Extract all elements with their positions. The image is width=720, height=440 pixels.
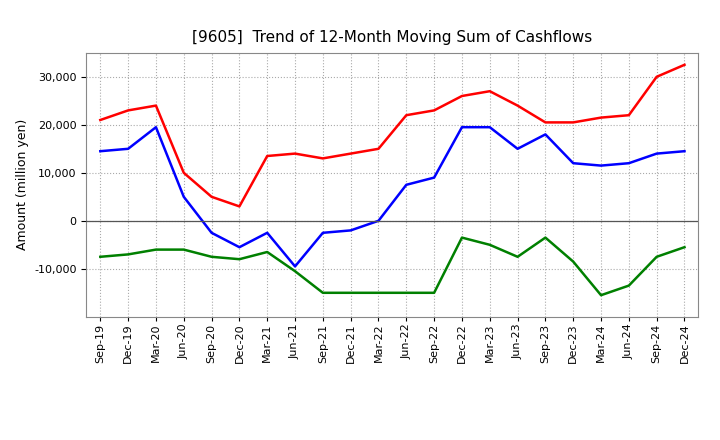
Investing Cashflow: [179, 247, 188, 252]
Operating Cashflow: [235, 204, 243, 209]
Investing Cashflow: [207, 254, 216, 260]
Investing Cashflow: [458, 235, 467, 240]
Y-axis label: Amount (million yen): Amount (million yen): [16, 119, 29, 250]
Free Cashflow: [179, 194, 188, 199]
Operating Cashflow: [96, 117, 104, 123]
Investing Cashflow: [597, 293, 606, 298]
Free Cashflow: [652, 151, 661, 156]
Free Cashflow: [318, 230, 327, 235]
Free Cashflow: [96, 149, 104, 154]
Free Cashflow: [152, 125, 161, 130]
Operating Cashflow: [569, 120, 577, 125]
Investing Cashflow: [346, 290, 355, 295]
Free Cashflow: [124, 146, 132, 151]
Investing Cashflow: [374, 290, 383, 295]
Operating Cashflow: [291, 151, 300, 156]
Investing Cashflow: [263, 249, 271, 255]
Free Cashflow: [458, 125, 467, 130]
Free Cashflow: [402, 182, 410, 187]
Operating Cashflow: [374, 146, 383, 151]
Operating Cashflow: [652, 74, 661, 80]
Investing Cashflow: [402, 290, 410, 295]
Operating Cashflow: [346, 151, 355, 156]
Free Cashflow: [597, 163, 606, 168]
Free Cashflow: [235, 245, 243, 250]
Investing Cashflow: [96, 254, 104, 260]
Free Cashflow: [624, 161, 633, 166]
Operating Cashflow: [318, 156, 327, 161]
Line: Operating Cashflow: Operating Cashflow: [100, 65, 685, 206]
Investing Cashflow: [235, 257, 243, 262]
Free Cashflow: [263, 230, 271, 235]
Operating Cashflow: [402, 113, 410, 118]
Free Cashflow: [346, 228, 355, 233]
Operating Cashflow: [513, 103, 522, 108]
Operating Cashflow: [124, 108, 132, 113]
Investing Cashflow: [485, 242, 494, 247]
Free Cashflow: [485, 125, 494, 130]
Free Cashflow: [569, 161, 577, 166]
Free Cashflow: [374, 218, 383, 224]
Free Cashflow: [207, 230, 216, 235]
Free Cashflow: [430, 175, 438, 180]
Operating Cashflow: [179, 170, 188, 176]
Operating Cashflow: [458, 93, 467, 99]
Operating Cashflow: [263, 154, 271, 159]
Investing Cashflow: [541, 235, 550, 240]
Free Cashflow: [541, 132, 550, 137]
Operating Cashflow: [485, 88, 494, 94]
Investing Cashflow: [680, 245, 689, 250]
Investing Cashflow: [318, 290, 327, 295]
Investing Cashflow: [652, 254, 661, 260]
Free Cashflow: [513, 146, 522, 151]
Investing Cashflow: [624, 283, 633, 288]
Operating Cashflow: [680, 62, 689, 67]
Investing Cashflow: [513, 254, 522, 260]
Investing Cashflow: [291, 268, 300, 274]
Investing Cashflow: [569, 259, 577, 264]
Operating Cashflow: [597, 115, 606, 120]
Investing Cashflow: [124, 252, 132, 257]
Operating Cashflow: [430, 108, 438, 113]
Operating Cashflow: [152, 103, 161, 108]
Title: [9605]  Trend of 12-Month Moving Sum of Cashflows: [9605] Trend of 12-Month Moving Sum of C…: [192, 29, 593, 45]
Investing Cashflow: [152, 247, 161, 252]
Line: Free Cashflow: Free Cashflow: [100, 127, 685, 266]
Free Cashflow: [680, 149, 689, 154]
Operating Cashflow: [541, 120, 550, 125]
Line: Investing Cashflow: Investing Cashflow: [100, 238, 685, 295]
Free Cashflow: [291, 264, 300, 269]
Investing Cashflow: [430, 290, 438, 295]
Operating Cashflow: [624, 113, 633, 118]
Operating Cashflow: [207, 194, 216, 199]
